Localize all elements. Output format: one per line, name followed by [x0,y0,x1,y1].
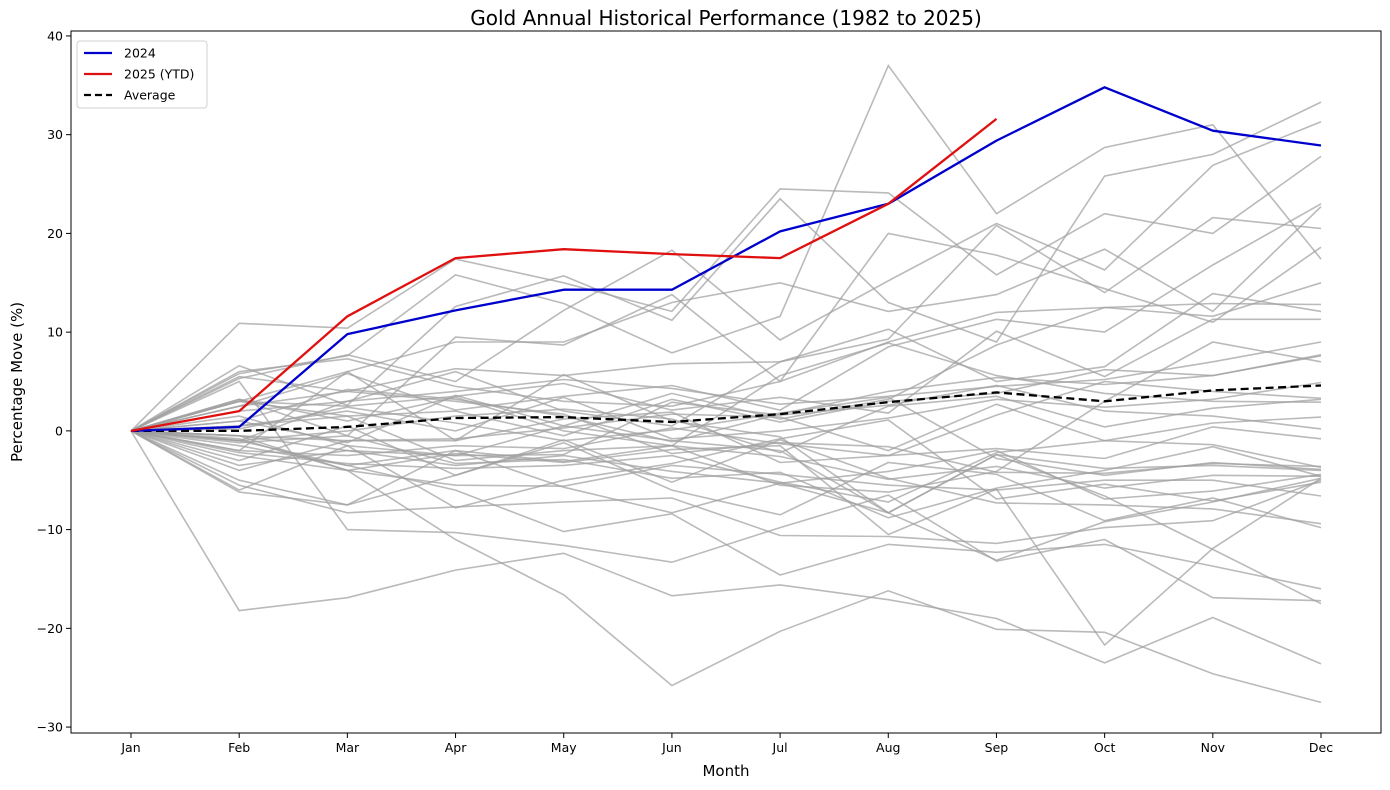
chart-title: Gold Annual Historical Performance (1982… [470,6,982,30]
history-line-hist-4 [130,121,1322,432]
history-line-hist-13 [130,318,1321,432]
history-line-hist-5 [130,232,1322,437]
series-line-2024 [130,86,1322,433]
history-line-hist-18 [130,403,1322,452]
x-tick-label-mar: Mar [336,740,360,755]
y-tick-label: 0 [55,423,63,438]
history-line-hist-26 [130,430,1322,529]
x-axis: Jan Feb Mar Apr May Jun Jul Aug Sep Oct Nov Dec [120,733,1333,755]
history-line-hist-31 [130,430,1322,665]
history-line-hist-16 [130,381,1322,440]
history-line-hist-9 [130,292,1322,442]
history-line-hist-6 [130,206,1322,432]
history-line-hist-1 [130,155,1322,432]
history-line-hist-36 [130,380,1322,472]
y-tick-label: 20 [47,226,63,241]
y-tick-label: −20 [37,621,63,636]
x-tick-label-jan: Jan [120,740,140,755]
legend-box [76,40,208,109]
history-line-hist-27 [130,430,1322,562]
x-tick-label-sep: Sep [985,740,1009,755]
history-line-hist-42 [130,419,1322,509]
history-line-hist-12 [130,341,1322,432]
y-axis-label: Percentage Move (%) [8,302,26,462]
history-line-hist-34 [130,370,1322,605]
history-lines [130,63,1322,704]
history-line-hist-37 [130,342,1322,447]
plot-frame [70,30,1382,734]
x-tick-label-nov: Nov [1201,740,1226,755]
y-tick-label: 10 [47,325,63,340]
history-line-hist-2 [130,63,1322,432]
x-tick-label-dec: Dec [1309,740,1333,755]
history-line-hist-28 [130,430,1322,545]
x-tick-label-oct: Oct [1094,740,1116,755]
series-line-2025-ytd [130,117,998,433]
series-line-average [131,384,1322,433]
y-axis: −30 −20 −10 0 10 20 30 40 [37,28,71,735]
history-line-hist-38 [130,430,1322,519]
x-tick-label-feb: Feb [228,740,250,755]
y-tick-label: 30 [47,127,63,142]
history-line-hist-29 [130,430,1322,647]
legend-label-average: Average [124,88,176,103]
x-axis-label: Month [702,762,749,780]
x-tick-label-aug: Aug [876,740,900,755]
history-line-hist-23 [130,430,1322,497]
history-line-hist-24 [130,425,1322,514]
legend: 2024 2025 (YTD) Average [76,40,208,109]
y-tick-label: −30 [37,720,63,735]
y-tick-label: −10 [37,522,63,537]
x-tick-label-apr: Apr [445,740,467,755]
y-tick-label: 40 [47,28,63,43]
x-tick-label-may: May [551,740,577,755]
history-line-hist-32 [130,430,1322,704]
legend-label-2025: 2025 (YTD) [124,67,194,82]
highlight-lines [130,86,1322,433]
history-line-hist-41 [130,384,1322,457]
legend-label-2024: 2024 [124,46,156,61]
history-line-hist-39 [130,396,1322,477]
history-line-hist-10 [130,203,1322,432]
x-tick-label-jun: Jun [661,740,682,755]
history-line-hist-19 [130,426,1322,460]
history-line-hist-40 [130,430,1322,503]
x-tick-label-jul: Jul [772,740,788,755]
